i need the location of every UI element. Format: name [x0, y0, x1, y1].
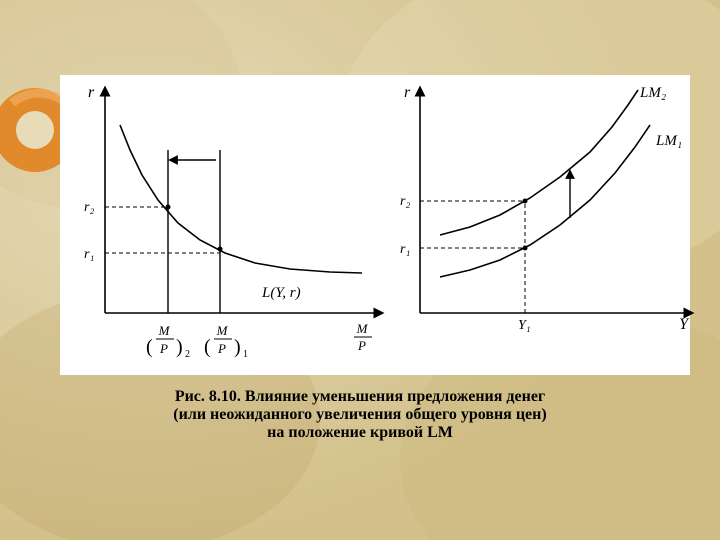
figure-caption: Рис. 8.10. Влияние уменьшения предложени…	[80, 388, 640, 442]
svg-text:P: P	[217, 341, 226, 356]
left-y-label: r	[88, 84, 95, 101]
right-point-r1	[523, 246, 528, 251]
svg-text:2: 2	[185, 349, 190, 360]
r1-label-left: r₁	[84, 247, 94, 262]
left-point-2	[166, 205, 171, 210]
svg-text:(: (	[146, 336, 153, 358]
mp-axis-label: M P	[354, 321, 372, 353]
svg-text:(: (	[204, 336, 211, 358]
svg-text:): )	[176, 336, 183, 358]
caption-line-2: (или неожиданного увеличения общего уров…	[80, 406, 640, 424]
page-root: r L(Y, r) r₁ r₂ M	[0, 0, 720, 540]
mp2-label: ( M P ) 2	[146, 323, 190, 360]
lm1-label: LM₁	[655, 133, 682, 149]
curve-label: L(Y, r)	[261, 285, 301, 301]
svg-text:P: P	[357, 338, 366, 353]
right-chart: r Y LM₁ LM₂ r₁ r₂ Y₁	[400, 84, 690, 333]
right-y-label: r	[404, 84, 411, 101]
caption-line-1: Рис. 8.10. Влияние уменьшения предложени…	[80, 388, 640, 406]
lm2-label: LM₂	[639, 85, 666, 101]
svg-text:M: M	[158, 323, 171, 338]
svg-text:P: P	[159, 341, 168, 356]
svg-text:M: M	[356, 321, 369, 336]
caption-line-3: на положение кривой LM	[80, 424, 640, 442]
svg-text:): )	[234, 336, 241, 358]
left-point-1	[218, 247, 223, 252]
r1-label-right: r₁	[400, 242, 410, 257]
svg-text:1: 1	[243, 349, 248, 360]
r2-label-left: r₂	[84, 200, 94, 215]
y1-label: Y₁	[518, 318, 531, 333]
lm2-curve	[440, 90, 638, 235]
money-demand-curve	[120, 125, 362, 273]
r2-label-right: r₂	[400, 194, 410, 209]
left-chart: r L(Y, r) r₁ r₂ M	[84, 84, 380, 360]
mp1-label: ( M P ) 1	[204, 323, 248, 360]
right-point-r2	[523, 199, 528, 204]
right-x-label: Y	[679, 316, 690, 333]
svg-text:M: M	[216, 323, 229, 338]
figure-panel: r L(Y, r) r₁ r₂ M	[60, 75, 690, 375]
